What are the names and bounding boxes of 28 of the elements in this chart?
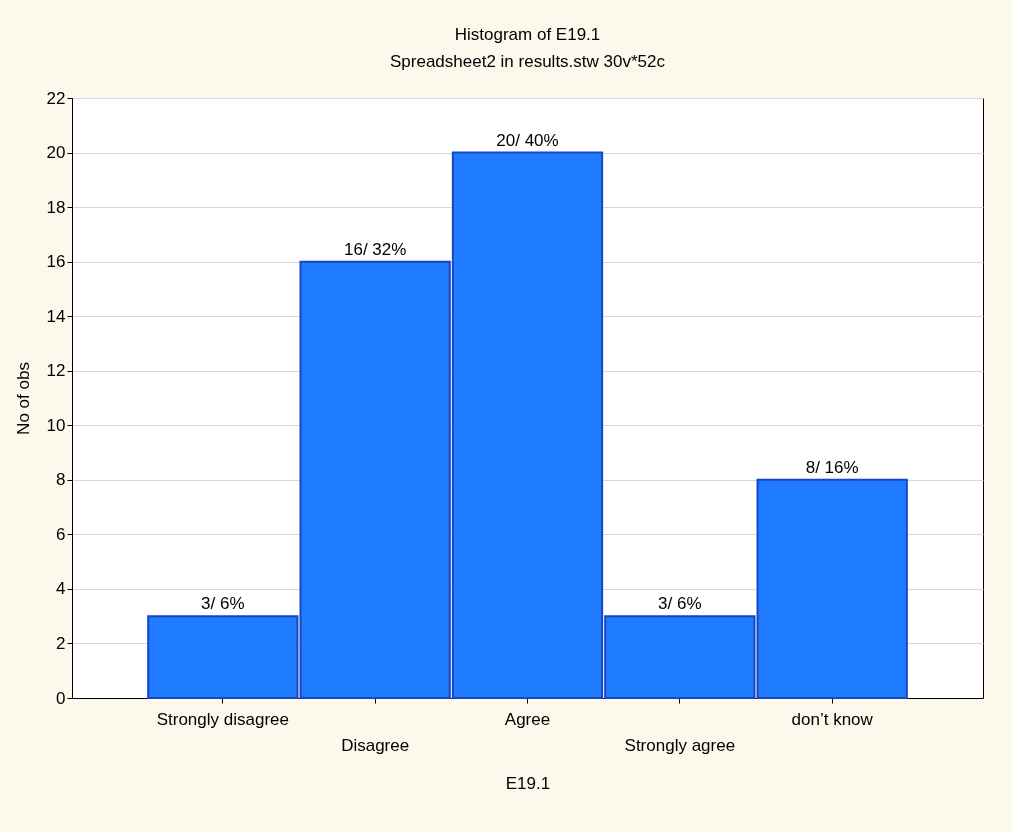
chart-title: Histogram of E19.1 (454, 25, 601, 44)
data-label: 16/ 32% (343, 239, 407, 259)
x-tick-label: Disagree (341, 735, 410, 755)
x-tick-label: Strongly agree (624, 735, 736, 755)
x-tick-label: Agree (504, 709, 551, 729)
y-axis-title: No of obs (13, 362, 33, 435)
x-tick-label: Strongly disagree (156, 709, 289, 729)
data-label: 8/ 16% (805, 457, 859, 477)
y-tick-label: 10 (46, 415, 66, 435)
x-axis-title: E19.1 (505, 773, 551, 793)
x-tick-label: don’t know (791, 709, 874, 729)
y-tick-label: 2 (56, 633, 66, 653)
bar (147, 615, 299, 699)
y-tick-label: 20 (46, 143, 66, 163)
y-tick-label: 16 (46, 252, 66, 272)
y-tick-label: 22 (46, 88, 66, 108)
y-tick-label: 14 (46, 306, 66, 326)
y-tick-label: 8 (56, 470, 66, 490)
data-label: 3/ 6% (201, 594, 245, 614)
y-tick-label: 18 (46, 197, 66, 217)
bar (756, 478, 908, 699)
y-tick-label: 12 (46, 361, 66, 381)
chart-subtitle: Spreadsheet2 in results.stw 30v*52c (390, 52, 666, 71)
data-label: 3/ 6% (658, 594, 702, 614)
y-tick-label: 4 (56, 579, 66, 599)
data-label: 20/ 40% (496, 130, 559, 150)
y-tick-label: 6 (56, 524, 66, 544)
y-tick-label: 0 (56, 688, 66, 708)
